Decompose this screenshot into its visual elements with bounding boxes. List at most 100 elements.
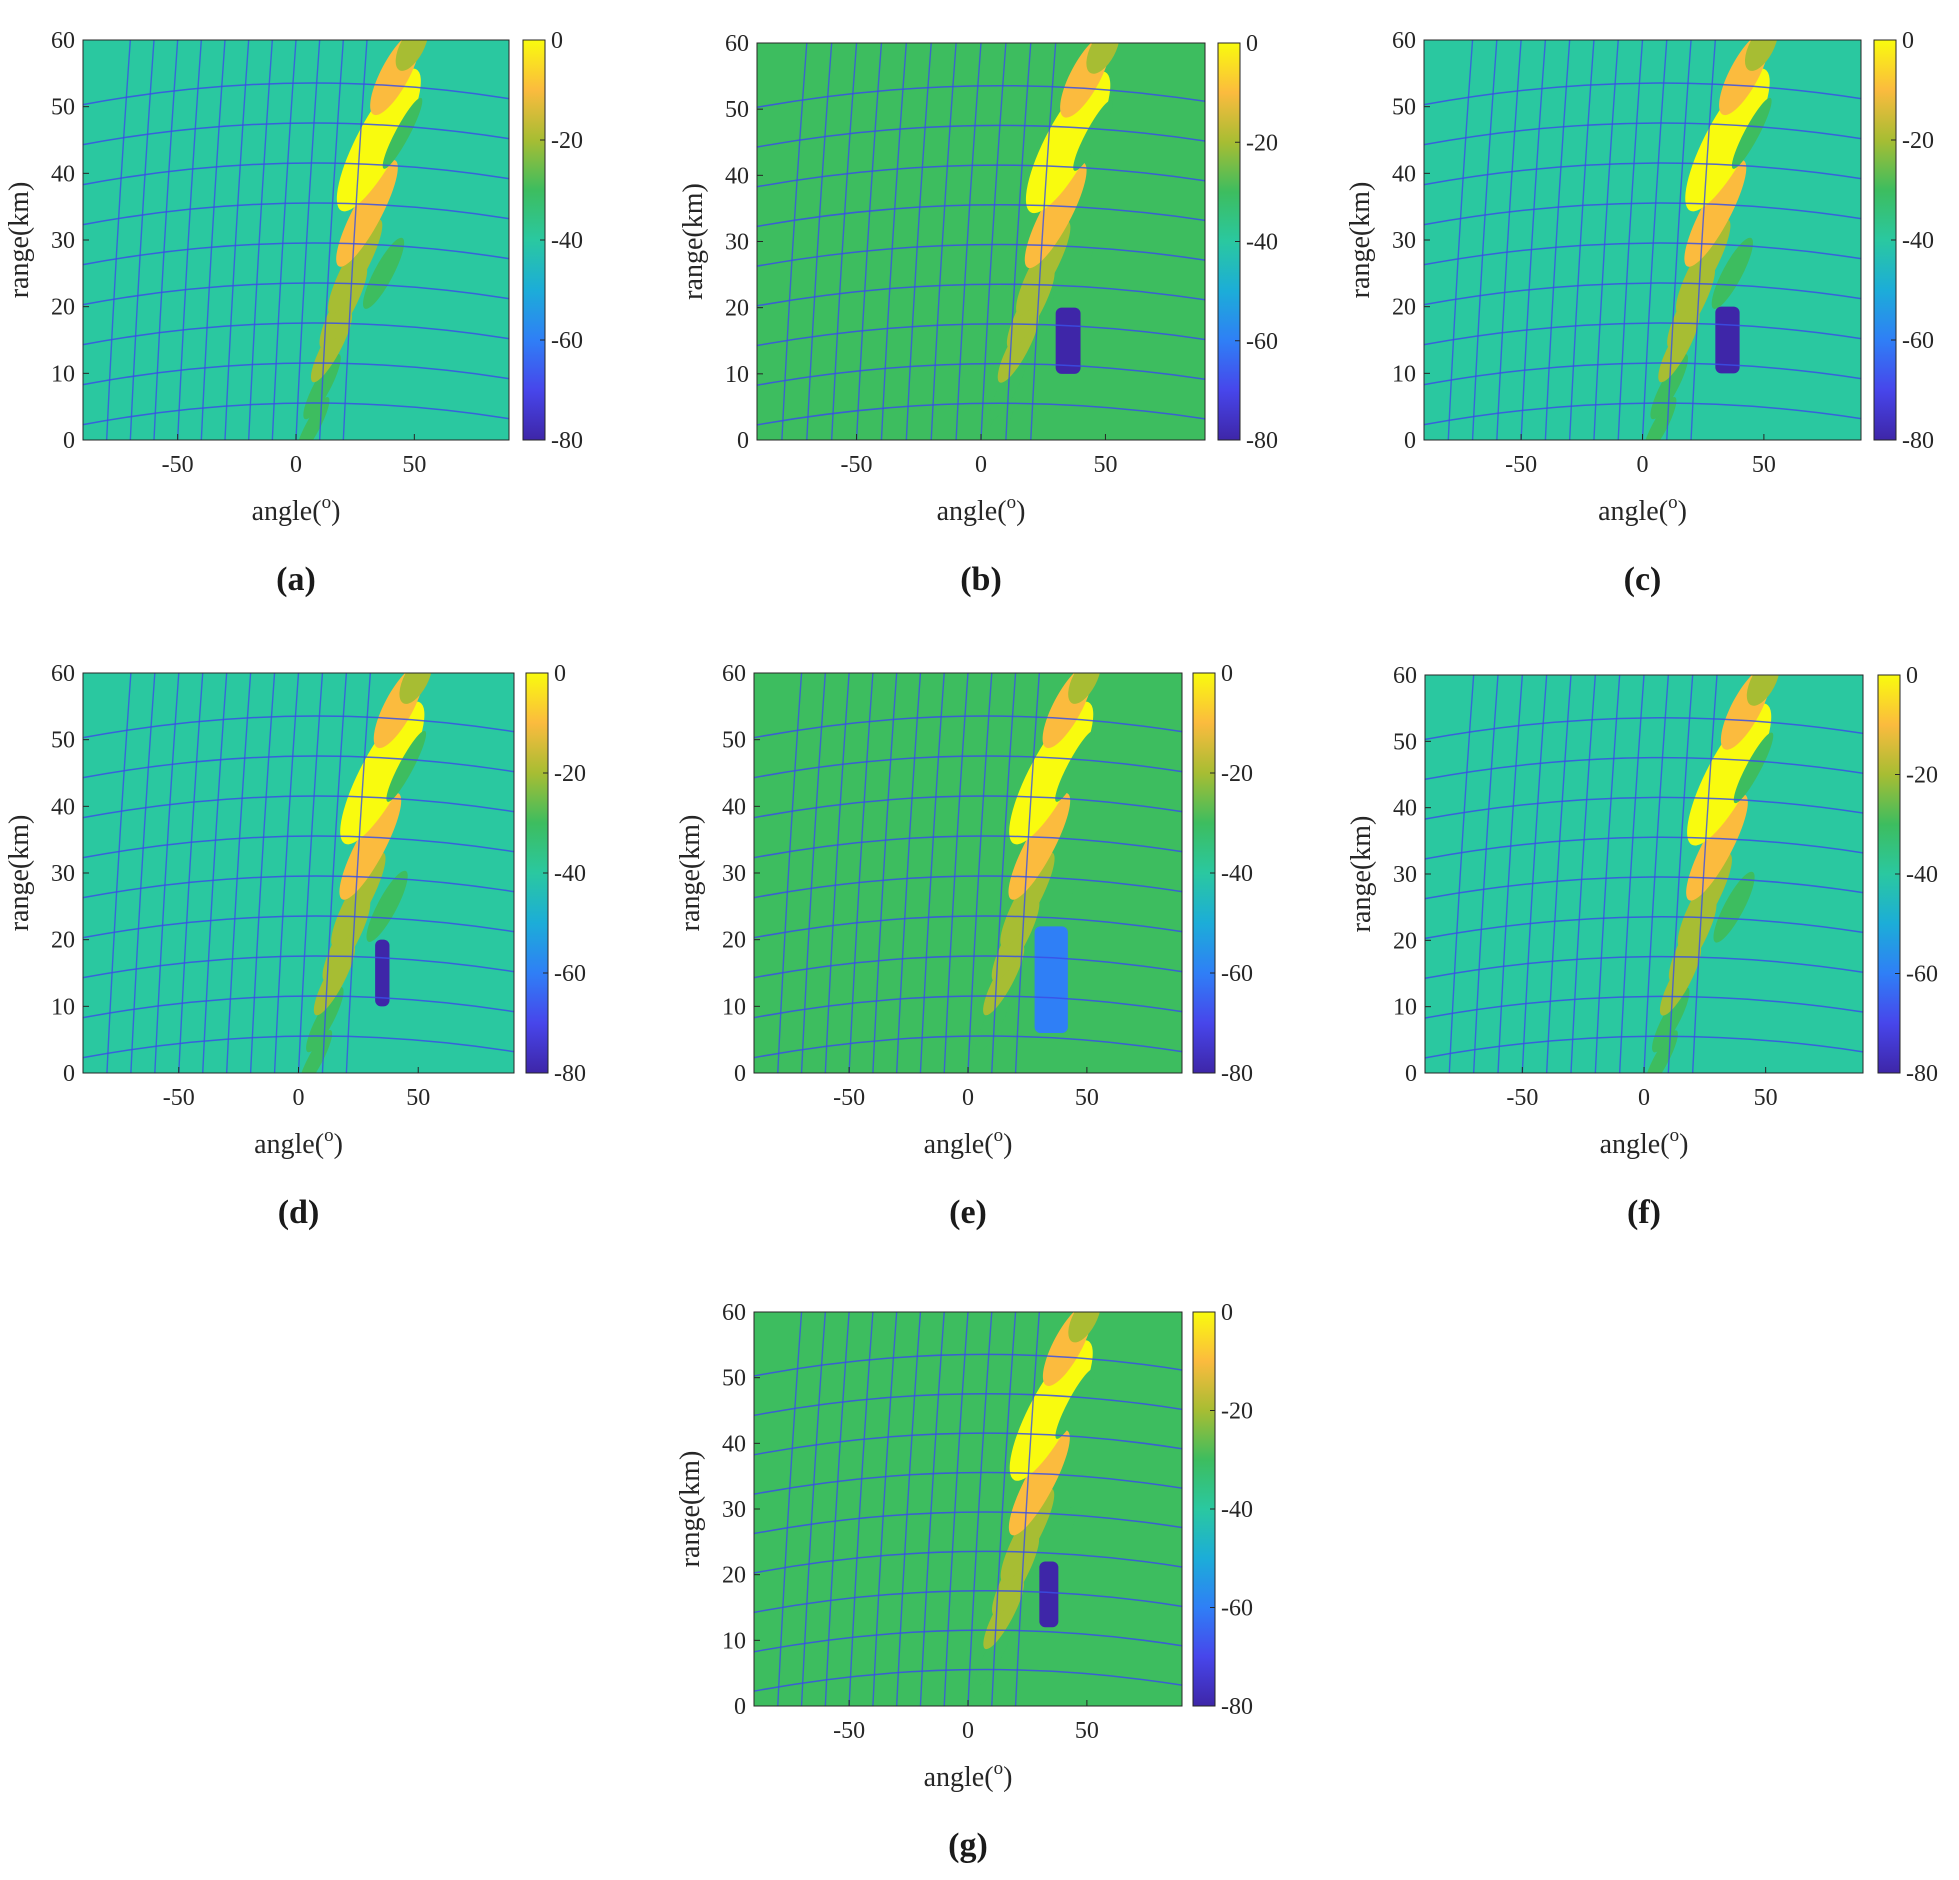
x-tick-label: 0 [962, 1085, 974, 1111]
heatmap-area [754, 1312, 1182, 1706]
y-tick-label: 30 [722, 1497, 746, 1523]
x-tick-label: 0 [975, 452, 987, 478]
contour-line [754, 955, 1182, 979]
contour-line [1425, 916, 1863, 940]
contour-line [1425, 876, 1863, 900]
contour-line [919, 1312, 945, 1706]
contour-line [905, 43, 932, 440]
contour-line [297, 673, 324, 1073]
lobe-5 [1684, 159, 1747, 267]
contour-line [83, 122, 509, 146]
lobe-9 [366, 870, 408, 942]
contour-line [83, 402, 509, 426]
y-tick-label: 0 [1405, 1061, 1417, 1087]
panel-e: -50 0 50 0 10 20 30 40 50 60 angle(o) range(km) 0 -20… [675, 661, 1253, 1231]
colorbar-tick-label: -40 [1221, 1497, 1253, 1523]
y-tick-label: 0 [734, 1694, 746, 1720]
y-tick-label: 0 [63, 1061, 75, 1087]
contour-line [777, 1312, 803, 1706]
x-tick-label: 50 [402, 452, 426, 478]
contour-line [754, 1629, 1182, 1653]
contour-line [1690, 40, 1717, 440]
x-tick-label: 50 [1754, 1085, 1778, 1111]
contour-line [967, 673, 993, 1073]
y-tick-label: 30 [51, 228, 75, 254]
contour-line [919, 673, 945, 1073]
x-axis-label: angle(o) [254, 1125, 343, 1160]
contour-line [757, 164, 1205, 188]
contour-line [83, 995, 514, 1019]
heatmap-area [1424, 40, 1861, 440]
contour-line [781, 43, 808, 440]
colorbar-tick-label: 0 [1221, 661, 1233, 687]
x-tick-label: -50 [833, 1085, 865, 1111]
panel-g: -50 0 50 0 10 20 30 40 50 60 angle(o) range(km) 0 -20… [675, 1300, 1253, 1864]
x-tick-label: 50 [1752, 452, 1776, 478]
lobe-5 [339, 792, 402, 900]
colorbar-tick-label: -60 [1902, 328, 1934, 354]
contour-line [930, 43, 957, 440]
colorbar-tick-label: -40 [1246, 230, 1278, 256]
contour-line [991, 1312, 1017, 1706]
panel-caption: (b) [960, 561, 1002, 598]
contour-line [943, 673, 969, 1073]
colorbar-tick-label: -80 [554, 1061, 586, 1087]
contour-line [757, 204, 1205, 228]
contour-line [880, 43, 908, 440]
contour-line [754, 1590, 1182, 1614]
y-tick-label: 10 [1392, 361, 1416, 387]
y-tick-label: 40 [725, 163, 749, 189]
lobe-4 [1000, 852, 1055, 948]
contour-line [83, 162, 509, 186]
panel-b: -50 0 50 0 10 20 30 40 50 60 angle(o) range(km) 0 -20… [678, 31, 1278, 598]
lobe-8 [1086, 43, 1120, 74]
x-axis-label: angle(o) [937, 492, 1026, 527]
colorbar-tick-label: -40 [551, 228, 583, 254]
lobe-4 [1675, 219, 1731, 315]
lobe-10 [1733, 732, 1774, 804]
heatmap-background [754, 1312, 1182, 1706]
lobe-8 [1746, 675, 1780, 706]
x-axis-label-text: angle( [937, 496, 1007, 527]
y-tick-label: 30 [51, 861, 75, 887]
contour-line [754, 915, 1182, 939]
x-axis-label-sup: o [994, 1758, 1004, 1779]
contour-line [1447, 40, 1474, 440]
x-tick-label: -50 [162, 452, 194, 478]
lobe-4 [1677, 853, 1732, 948]
y-tick-label: 30 [1393, 862, 1417, 888]
x-axis-label-sup: o [324, 1125, 334, 1146]
contour-line [1424, 362, 1861, 386]
contour-line [249, 673, 276, 1073]
colorbar-tick-label: -60 [554, 961, 586, 987]
contour-line [1497, 675, 1524, 1073]
y-tick-label: 40 [51, 161, 75, 187]
contour-line [202, 673, 228, 1073]
lobe-10 [1073, 100, 1113, 171]
contour-line [1425, 756, 1863, 780]
lobe-8 [395, 40, 429, 71]
y-axis-label: range(km) [4, 815, 35, 932]
lobe-10 [382, 97, 423, 169]
contour-line [1424, 162, 1861, 186]
contour-line [1425, 955, 1863, 979]
x-axis-label-sup: o [322, 492, 332, 513]
heatmap-area [83, 673, 514, 1073]
contour-line [321, 673, 348, 1073]
contour-line [848, 673, 874, 1073]
colorbar-tick-label: 0 [551, 28, 563, 54]
x-tick-label: -50 [833, 1718, 865, 1744]
contour-line [1424, 122, 1861, 146]
contour-line [1425, 836, 1863, 860]
contour-line [1424, 202, 1861, 226]
colorbar-tick-label: 0 [1906, 663, 1918, 689]
x-tick-label: 0 [962, 1718, 974, 1744]
y-tick-label: 50 [722, 728, 746, 754]
heatmap-background [757, 43, 1205, 440]
y-tick-label: 40 [1392, 161, 1416, 187]
contour-line [754, 1353, 1182, 1377]
contour-line [824, 673, 850, 1073]
contour-line [1520, 40, 1547, 440]
heatmap-area [1425, 675, 1863, 1073]
contour-line [754, 1550, 1182, 1574]
